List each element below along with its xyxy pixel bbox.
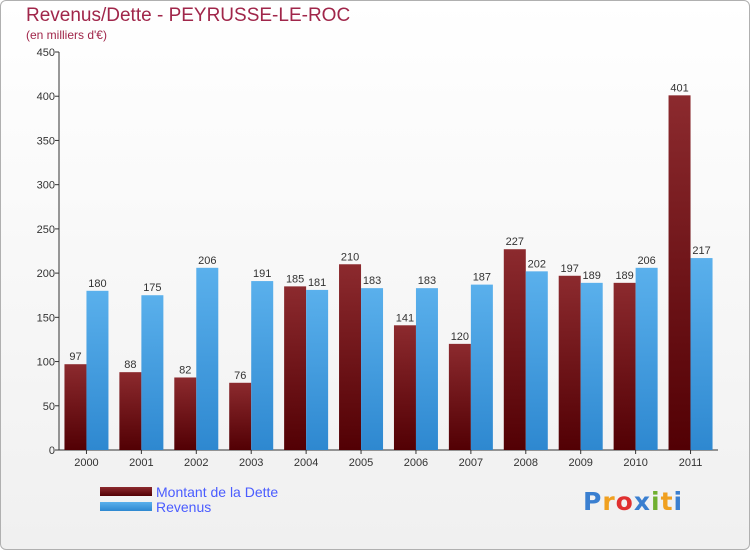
x-tick-label: 2009	[568, 457, 592, 469]
legend-label-debt: Montant de la Dette	[156, 483, 279, 500]
data-label: 88	[124, 359, 136, 371]
legend-swatch-revenue	[100, 502, 152, 511]
data-label: 206	[637, 255, 655, 267]
data-label: 210	[341, 251, 359, 263]
y-tick-label: 0	[49, 445, 55, 457]
data-label: 185	[286, 273, 304, 285]
x-tick-label: 2006	[404, 457, 428, 469]
x-tick-label: 2001	[129, 457, 153, 469]
x-tick-label: 2005	[349, 457, 373, 469]
data-label: 183	[363, 275, 381, 287]
bar-revenue	[141, 295, 164, 450]
logo-letter: r	[602, 487, 616, 516]
bar-debt	[339, 264, 362, 450]
bar-debt	[284, 286, 307, 450]
data-label: 217	[692, 245, 710, 257]
bar-revenue	[635, 267, 658, 450]
logo-letter: t	[660, 487, 674, 516]
data-label: 180	[88, 278, 106, 290]
bar-revenue	[361, 288, 384, 450]
data-label: 206	[198, 255, 216, 267]
data-label: 141	[396, 312, 414, 324]
logo-letter: P	[583, 487, 603, 516]
data-label: 189	[583, 270, 601, 282]
data-label: 187	[473, 272, 491, 284]
chart-legend: Montant de la Dette Revenus	[100, 483, 279, 515]
proxiti-logo: Proxiti	[583, 487, 683, 516]
x-tick-label: 2000	[74, 457, 98, 469]
data-label: 181	[308, 277, 326, 289]
y-tick-label: 100	[37, 357, 55, 369]
data-label: 120	[451, 331, 469, 343]
bar-debt	[229, 382, 252, 450]
bar-revenue	[470, 284, 493, 450]
legend-item-debt: Montant de la Dette	[100, 483, 279, 500]
legend-label-revenue: Revenus	[156, 498, 212, 515]
chart-subtitle: (en milliers d'€)	[26, 28, 107, 42]
bar-revenue	[415, 288, 438, 450]
data-label: 76	[234, 370, 246, 382]
logo-letter: i	[651, 487, 661, 516]
y-tick-label: 450	[37, 47, 55, 59]
x-tick-label: 2002	[184, 457, 208, 469]
bar-revenue	[525, 271, 548, 450]
bar-debt	[613, 282, 636, 450]
y-tick-label: 300	[37, 180, 55, 192]
logo-letter: o	[615, 487, 634, 516]
data-label: 197	[561, 263, 579, 275]
y-tick-label: 150	[37, 312, 55, 324]
legend-item-revenue: Revenus	[100, 498, 278, 515]
bar-revenue	[86, 290, 109, 450]
x-tick-label: 2010	[623, 457, 647, 469]
data-label: 401	[670, 82, 688, 94]
bar-debt	[174, 377, 197, 450]
x-tick-label: 2003	[239, 457, 263, 469]
x-tick-label: 2007	[459, 457, 483, 469]
data-label: 175	[143, 282, 161, 294]
y-tick-label: 400	[37, 91, 55, 103]
logo-letter: x	[633, 487, 651, 516]
bar-debt	[64, 364, 87, 450]
bar-debt	[393, 325, 416, 450]
bar-debt	[668, 95, 691, 451]
bar-debt	[558, 275, 581, 450]
bar-debt	[119, 372, 142, 450]
data-label: 202	[528, 258, 546, 270]
x-tick-label: 2008	[514, 457, 538, 469]
y-tick-label: 200	[37, 268, 55, 280]
bar-revenue	[251, 281, 274, 450]
x-tick-label: 2011	[679, 457, 703, 469]
y-tick-label: 350	[37, 135, 55, 147]
bar-revenue	[306, 289, 329, 450]
bar-revenue	[196, 267, 219, 450]
chart-title: Revenus/Dette - PEYRUSSE-LE-ROC	[26, 5, 351, 26]
bar-revenue	[690, 258, 713, 450]
data-label: 191	[253, 268, 271, 280]
bar-revenue	[580, 282, 603, 450]
data-label: 189	[615, 270, 633, 282]
data-label: 183	[418, 275, 436, 287]
legend-swatch-debt	[100, 487, 152, 496]
data-label: 97	[69, 351, 81, 363]
y-tick-label: 50	[43, 401, 55, 413]
data-label: 82	[179, 364, 191, 376]
y-tick-label: 250	[37, 224, 55, 236]
data-label: 227	[506, 236, 524, 248]
bar-debt	[503, 249, 526, 450]
logo-letter: i	[673, 487, 684, 516]
x-tick-label: 2004	[294, 457, 318, 469]
bar-debt	[448, 343, 471, 450]
